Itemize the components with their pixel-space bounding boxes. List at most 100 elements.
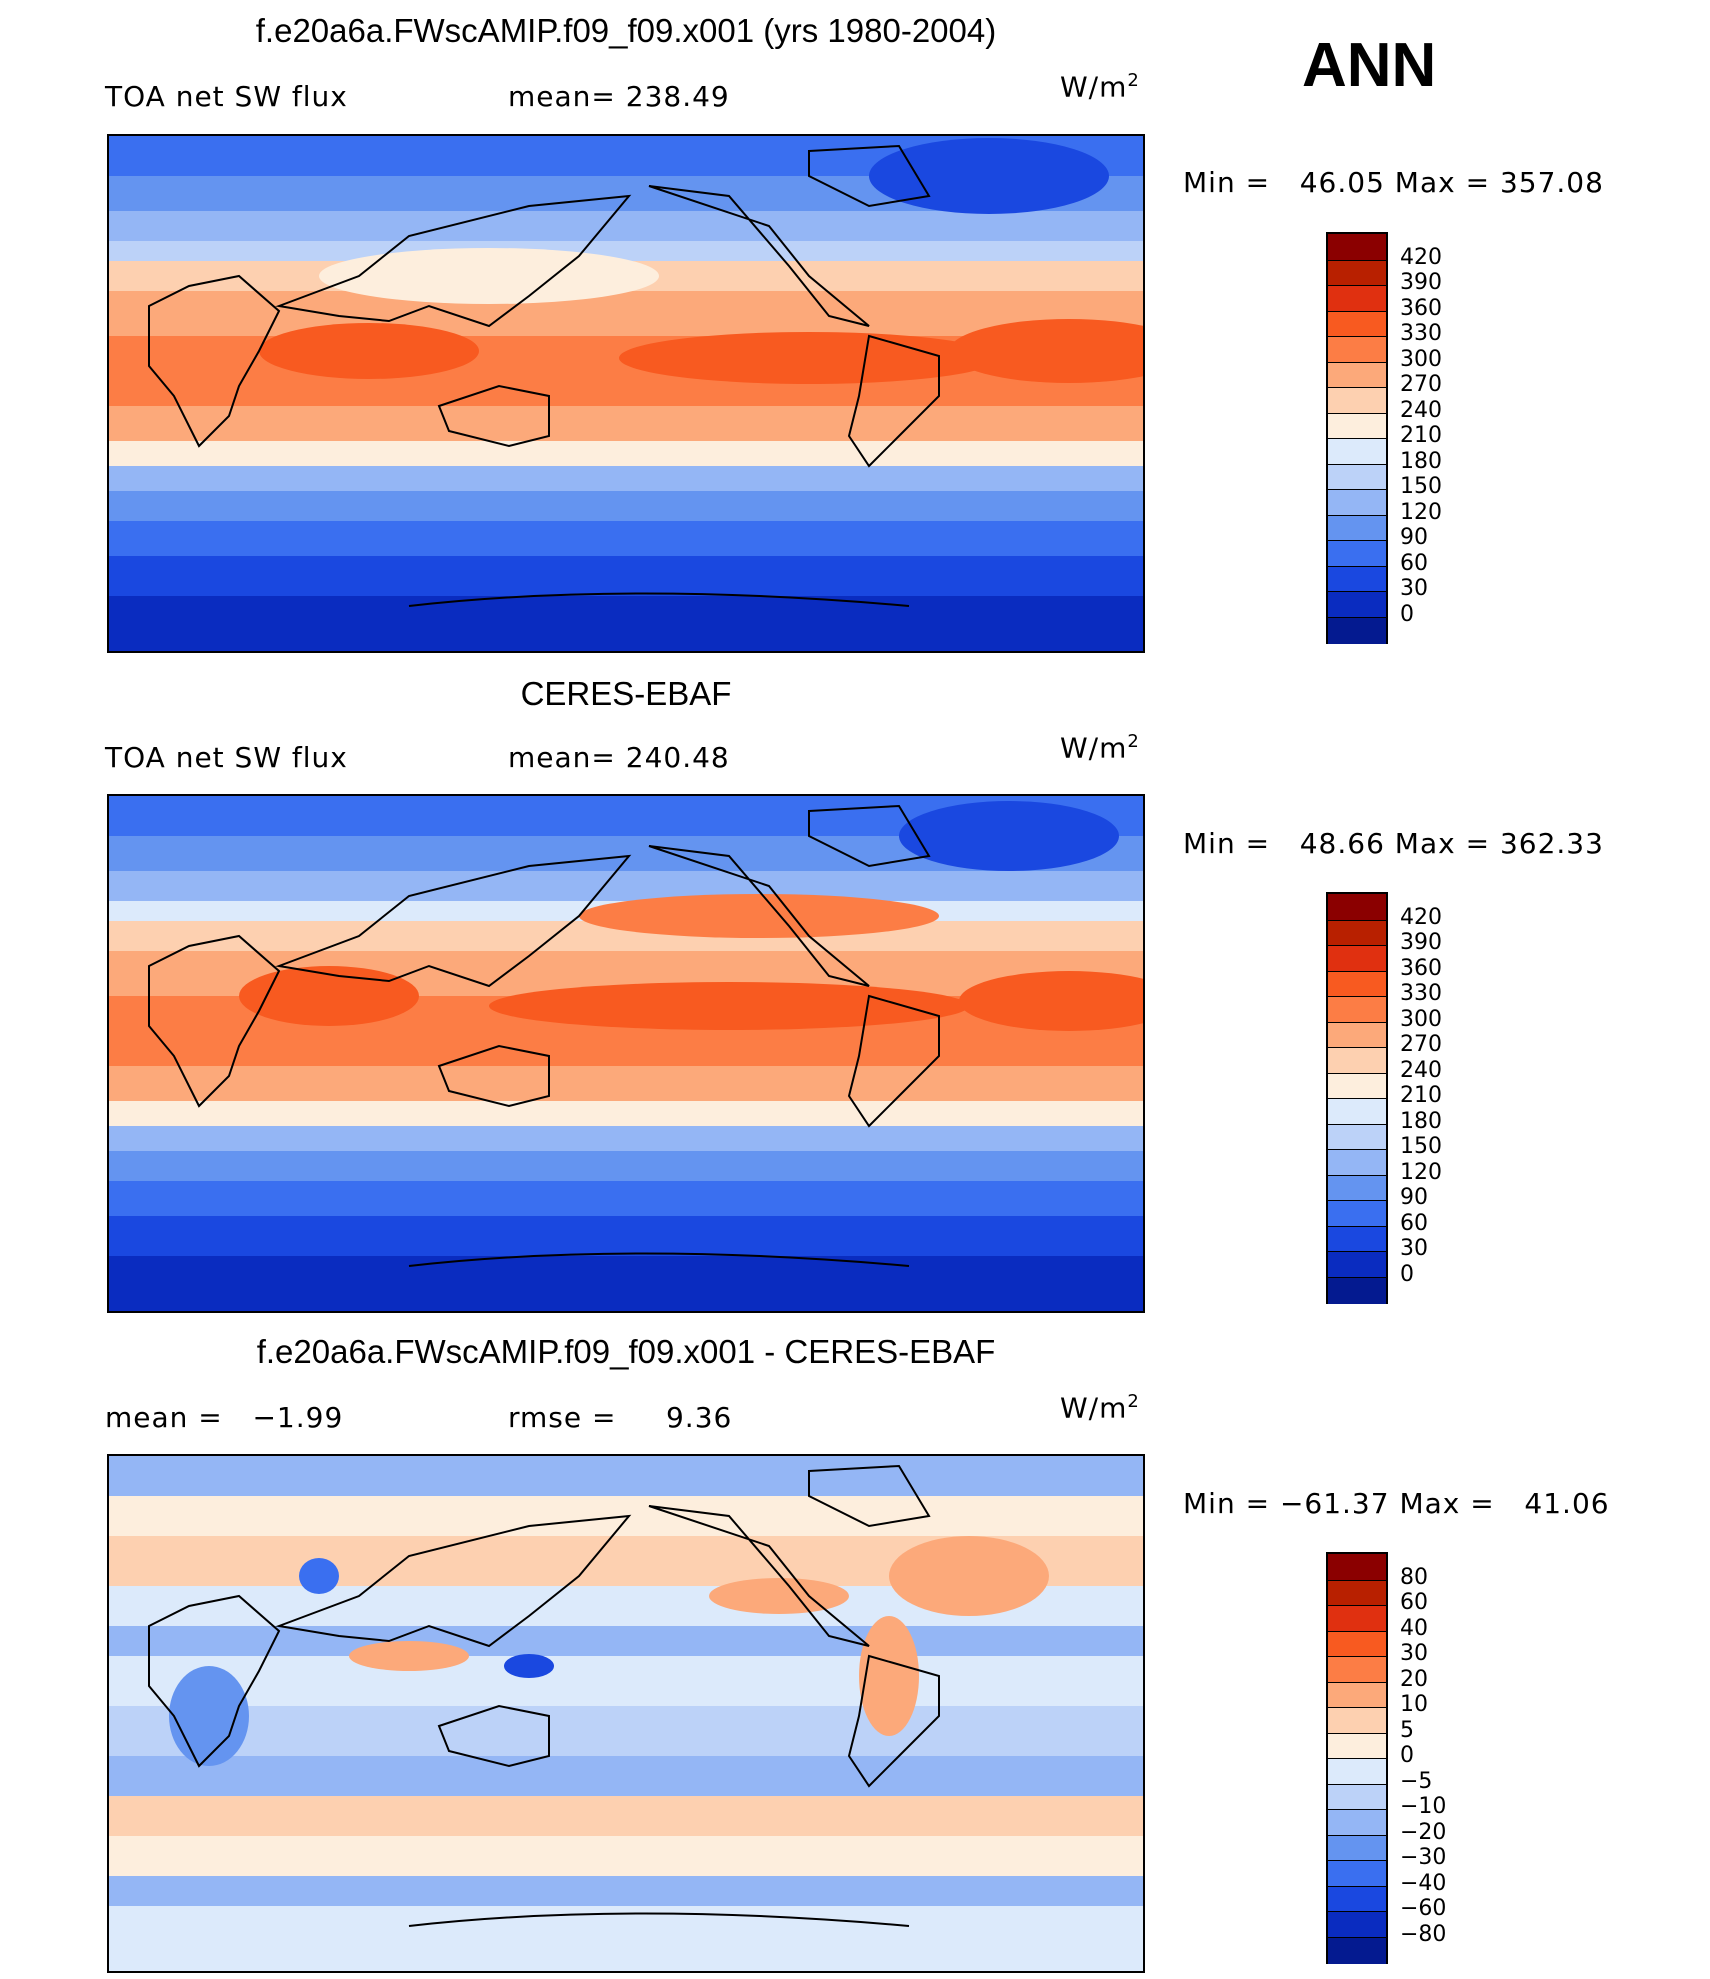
colorbar-tick-label: 0: [1400, 1743, 1414, 1768]
panel-3-units: W/m2: [1060, 1391, 1140, 1425]
colorbar-cell: [1328, 1860, 1386, 1887]
colorbar-tick-label: 270: [1400, 372, 1442, 397]
colorbar-tick-label: 10: [1400, 1692, 1428, 1717]
colorbar-tick-label: 80: [1400, 1564, 1428, 1590]
panel-1-map: [107, 134, 1145, 653]
colorbar-cell: [1328, 412, 1386, 440]
colorbar-tick-label: 90: [1400, 1185, 1428, 1210]
colorbar-cell: [1328, 463, 1386, 491]
colorbar-tick-label: 270: [1400, 1032, 1442, 1057]
colorbar-cell: [1328, 945, 1386, 972]
colorbar-cell: [1328, 1579, 1386, 1607]
colorbar-cell: [1328, 1783, 1386, 1811]
colorbar-tick-label: 40: [1400, 1615, 1428, 1641]
colorbar-tick-label: −60: [1400, 1896, 1447, 1921]
panel-1-variable-label: TOA net SW flux: [105, 80, 348, 113]
colorbar-tick-label: 0: [1400, 601, 1414, 627]
panel-1-units: W/m2: [1060, 70, 1140, 104]
colorbar-tick-label: −10: [1400, 1794, 1447, 1819]
season-label: ANN: [1302, 31, 1437, 100]
colorbar-cell: [1328, 1732, 1386, 1760]
colorbar-cell: [1328, 970, 1386, 998]
colorbar-tick-label: 300: [1400, 1006, 1442, 1032]
colorbar-tick-label: 390: [1400, 270, 1442, 295]
colorbar-cell: [1328, 361, 1386, 389]
panel-1-colorbar-labels: 420 390 360 330 300 270 240 210 180 150 120 90 60 30 0: [1400, 232, 1480, 644]
colorbar-tick-label: 180: [1400, 448, 1442, 474]
colorbar-cell: [1328, 1123, 1386, 1151]
colorbar-cell: [1328, 591, 1386, 618]
colorbar-cell: [1328, 1758, 1386, 1785]
colorbar-tick-label: 330: [1400, 321, 1442, 346]
panel-3-field: [109, 1456, 1143, 1971]
colorbar-tick-label: 390: [1400, 930, 1442, 955]
panel-1-title: f.e20a6a.FWscAMIP.f09_f09.x001 (yrs 1980…: [255, 12, 997, 49]
colorbar-cell: [1328, 1072, 1386, 1100]
colorbar-cell: [1328, 1630, 1386, 1658]
panel-3-mean-label: mean = −1.99: [105, 1401, 344, 1434]
colorbar-cell: [1328, 336, 1386, 363]
panel-1-minmax: Min = 46.05 Max = 357.08: [1183, 166, 1604, 199]
panel-2-mean-label: mean= 240.48: [508, 741, 730, 774]
colorbar-cell: [1328, 919, 1386, 947]
colorbar-cell: [1328, 1021, 1386, 1049]
panel-2-field: [109, 796, 1143, 1311]
colorbar-cell: [1328, 996, 1386, 1023]
colorbar-tick-label: −80: [1400, 1921, 1447, 1947]
colorbar-tick-label: 30: [1400, 576, 1428, 601]
panel-2-minmax: Min = 48.66 Max = 362.33: [1183, 827, 1604, 860]
colorbar-cell: [1328, 234, 1386, 260]
colorbar-tick-label: 420: [1400, 244, 1442, 270]
colorbar-tick-label: −5: [1400, 1768, 1433, 1794]
colorbar-tick-label: 20: [1400, 1666, 1428, 1692]
panel-2-title: CERES-EBAF: [520, 675, 732, 712]
colorbar-tick-label: 420: [1400, 904, 1442, 930]
panel-3-rmse-label: rmse = 9.36: [508, 1401, 733, 1434]
colorbar-tick-label: 360: [1400, 955, 1442, 981]
colorbar-cell: [1328, 1149, 1386, 1176]
colorbar-tick-label: 150: [1400, 474, 1442, 499]
panel-2-colorbar: [1326, 892, 1388, 1304]
colorbar-cell: [1328, 259, 1386, 287]
panel-3-minmax: Min = −61.37 Max = 41.06: [1183, 1487, 1610, 1520]
colorbar-tick-label: −30: [1400, 1845, 1447, 1870]
colorbar-cell: [1328, 1809, 1386, 1836]
colorbar-tick-label: 60: [1400, 1210, 1428, 1236]
colorbar-tick-label: 0: [1400, 1261, 1414, 1287]
colorbar-tick-label: 120: [1400, 1159, 1442, 1185]
colorbar-tick-label: 180: [1400, 1108, 1442, 1134]
colorbar-tick-label: 30: [1400, 1236, 1428, 1261]
panel-1-field: [109, 136, 1143, 651]
colorbar-cell: [1328, 1656, 1386, 1683]
colorbar-cell: [1328, 894, 1386, 920]
colorbar-tick-label: 330: [1400, 981, 1442, 1006]
colorbar-tick-label: 5: [1400, 1717, 1414, 1743]
panel-1-mean-label: mean= 238.49: [508, 80, 730, 113]
colorbar-cell: [1328, 285, 1386, 312]
colorbar-cell: [1328, 1251, 1386, 1278]
panel-3-colorbar: [1326, 1552, 1388, 1964]
panel-1-colorbar: [1326, 232, 1388, 644]
colorbar-cell: [1328, 1174, 1386, 1202]
colorbar-cell: [1328, 387, 1386, 414]
colorbar-tick-label: 150: [1400, 1134, 1442, 1159]
colorbar-tick-label: 30: [1400, 1641, 1428, 1666]
colorbar-cell: [1328, 489, 1386, 516]
colorbar-cell: [1328, 1605, 1386, 1632]
colorbar-tick-label: 120: [1400, 499, 1442, 525]
colorbar-cell: [1328, 514, 1386, 542]
panel-2-variable-label: TOA net SW flux: [105, 741, 348, 774]
colorbar-cell: [1328, 1276, 1386, 1304]
colorbar-cell: [1328, 565, 1386, 593]
colorbar-cell: [1328, 1681, 1386, 1709]
colorbar-tick-label: −20: [1400, 1819, 1447, 1845]
colorbar-cell: [1328, 616, 1386, 644]
panel-3-title: f.e20a6a.FWscAMIP.f09_f09.x001 - CERES-E…: [256, 1333, 996, 1370]
colorbar-tick-label: −40: [1400, 1870, 1447, 1896]
colorbar-cell: [1328, 1911, 1386, 1938]
colorbar-cell: [1328, 1707, 1386, 1734]
colorbar-tick-label: 210: [1400, 1083, 1442, 1108]
colorbar-cell: [1328, 1200, 1386, 1227]
colorbar-tick-label: 360: [1400, 295, 1442, 321]
panel-3-map: [107, 1454, 1145, 1973]
